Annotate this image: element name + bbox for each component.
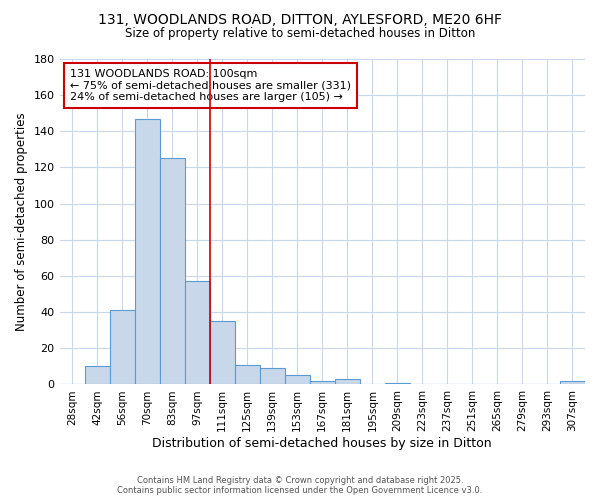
Text: Contains HM Land Registry data © Crown copyright and database right 2025.
Contai: Contains HM Land Registry data © Crown c…: [118, 476, 482, 495]
Bar: [385, 382, 410, 384]
Text: Size of property relative to semi-detached houses in Ditton: Size of property relative to semi-detach…: [125, 28, 475, 40]
Bar: [209, 321, 235, 384]
Bar: [185, 282, 209, 385]
Bar: [260, 368, 285, 384]
Bar: [335, 379, 360, 384]
Text: 131, WOODLANDS ROAD, DITTON, AYLESFORD, ME20 6HF: 131, WOODLANDS ROAD, DITTON, AYLESFORD, …: [98, 12, 502, 26]
X-axis label: Distribution of semi-detached houses by size in Ditton: Distribution of semi-detached houses by …: [152, 437, 492, 450]
Bar: [310, 381, 335, 384]
Bar: [110, 310, 134, 384]
Bar: [134, 118, 160, 384]
Bar: [285, 376, 310, 384]
Bar: [560, 381, 585, 384]
Bar: [235, 364, 260, 384]
Bar: [85, 366, 110, 384]
Text: 131 WOODLANDS ROAD: 100sqm
← 75% of semi-detached houses are smaller (331)
24% o: 131 WOODLANDS ROAD: 100sqm ← 75% of semi…: [70, 69, 351, 102]
Bar: [160, 158, 185, 384]
Y-axis label: Number of semi-detached properties: Number of semi-detached properties: [15, 112, 28, 331]
